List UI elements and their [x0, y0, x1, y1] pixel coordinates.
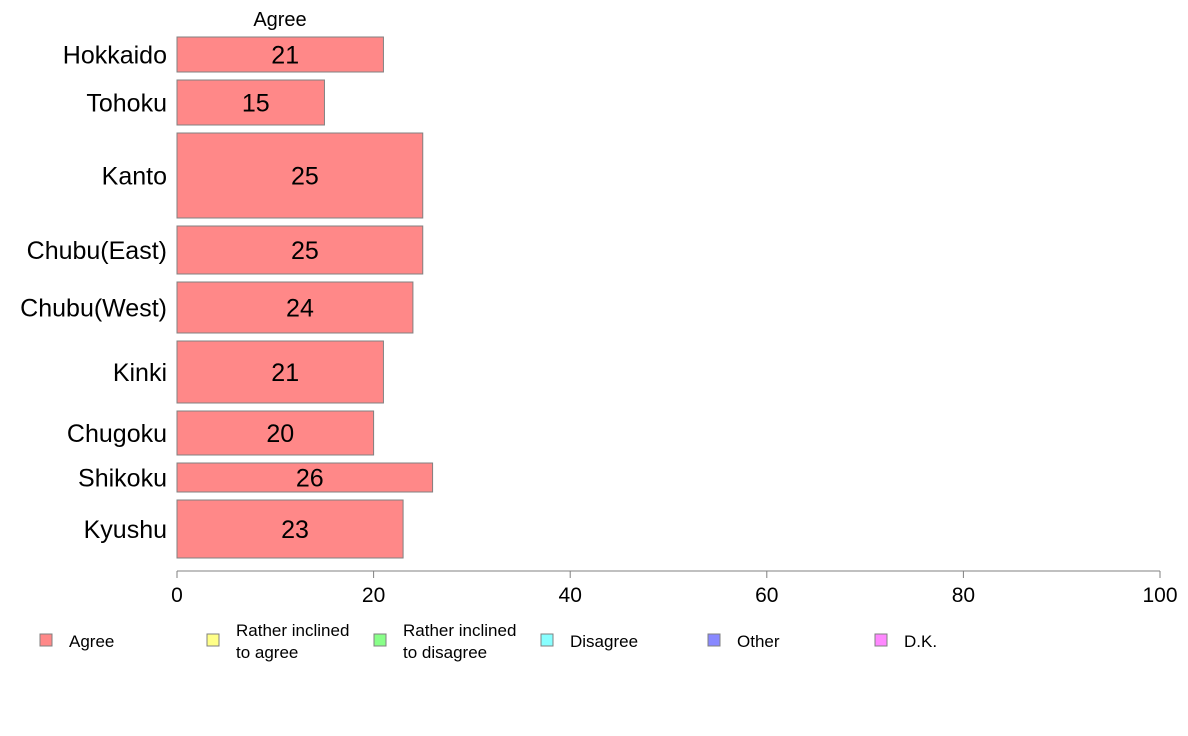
bar — [176, 281, 414, 334]
data-label: 26 — [296, 465, 324, 493]
bar — [176, 36, 384, 73]
legend-label: D.K. — [904, 632, 937, 651]
bar — [176, 499, 404, 559]
x-tick-label: 80 — [952, 584, 975, 607]
legend-swatch — [707, 633, 721, 647]
legend-label: Rather inclined — [403, 621, 516, 640]
data-label: 20 — [266, 420, 294, 448]
legend-swatch — [373, 633, 387, 647]
legend-label: Disagree — [570, 632, 638, 651]
legend-label: to agree — [236, 643, 298, 662]
category-label: Chugoku — [67, 420, 167, 448]
x-axis: 0 20 40 60 80 100 — [171, 570, 1178, 607]
x-tick-label: 100 — [1142, 584, 1177, 607]
bar — [176, 410, 375, 456]
bars-group: Hokkaido 21 Tohoku 15 Kanto 25 Chubu(East) 25 Ch… — [20, 36, 434, 559]
bar — [176, 225, 424, 275]
data-label: 25 — [291, 163, 319, 191]
category-label: Hokkaido — [63, 42, 167, 70]
data-label: 21 — [271, 359, 299, 387]
data-label: 23 — [281, 516, 309, 544]
legend-label: Rather inclined — [236, 621, 349, 640]
bar — [176, 340, 384, 404]
x-tick-label: 20 — [362, 584, 385, 607]
bar — [176, 462, 434, 493]
legend-swatch — [206, 633, 220, 647]
category-label: Tohoku — [86, 90, 167, 118]
legend: Agree Rather inclined to agree Rather incli… — [39, 621, 937, 662]
legend-swatch — [39, 633, 53, 647]
x-tick-label: 0 — [171, 584, 183, 607]
legend-swatch — [540, 633, 554, 647]
legend-label: Other — [737, 632, 780, 651]
category-label: Kinki — [113, 359, 167, 387]
x-tick-label: 60 — [755, 584, 778, 607]
category-label: Kanto — [102, 163, 167, 191]
data-label: 24 — [286, 295, 314, 323]
data-label: 15 — [242, 90, 270, 118]
bar — [176, 79, 325, 126]
legend-label: to disagree — [403, 643, 487, 662]
category-label: Shikoku — [78, 465, 167, 493]
category-label: Kyushu — [84, 516, 167, 544]
legend-label: Agree — [69, 632, 114, 651]
category-label: Chubu(West) — [20, 295, 167, 323]
bar — [176, 132, 424, 219]
x-tick-label: 40 — [559, 584, 582, 607]
legend-swatch — [874, 633, 888, 647]
category-label: Chubu(East) — [27, 237, 167, 265]
data-label: 21 — [271, 42, 299, 70]
data-label: 25 — [291, 237, 319, 265]
column-header: Agree — [253, 9, 306, 31]
